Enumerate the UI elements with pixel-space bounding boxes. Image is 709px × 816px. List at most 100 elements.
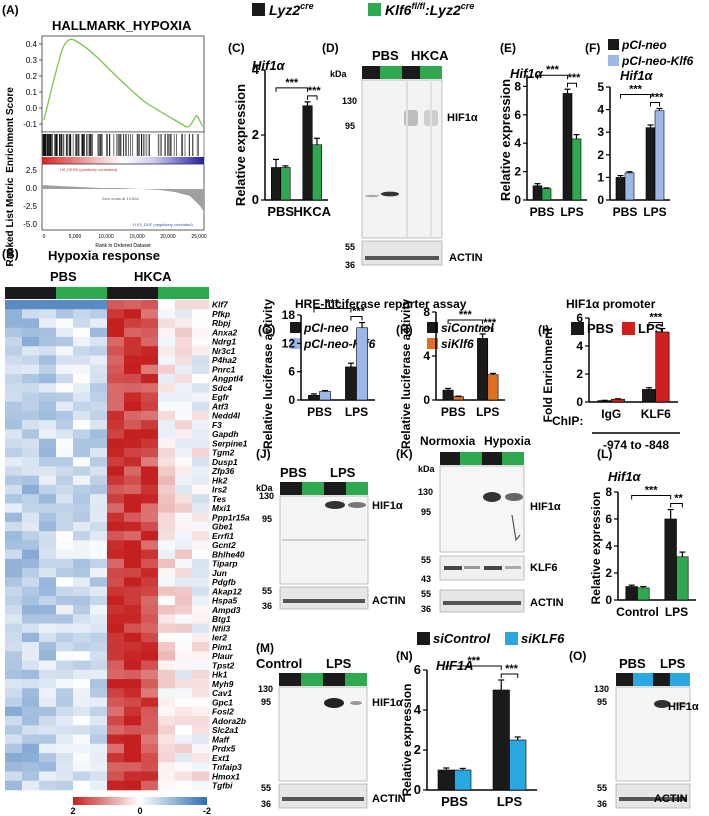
heatmap-cell	[192, 568, 210, 578]
panel-d-group1: PBS	[372, 48, 399, 63]
heatmap-cell	[124, 410, 142, 421]
panel-h-swatch2	[427, 338, 438, 349]
chart-F-sig-label: ***	[629, 83, 643, 95]
heatmap-cell	[22, 771, 40, 782]
heatmap-cell	[22, 336, 40, 347]
heatmap-gene-label: Jun	[212, 568, 227, 578]
heatmap-cell	[192, 494, 210, 504]
heatmap-cell	[39, 577, 57, 587]
panel-a-xtick-label: 20,000	[160, 234, 176, 240]
heatmap-cell	[141, 327, 159, 338]
panel-a-metric-tick-label: -5.0	[23, 220, 37, 229]
heatmap-cell	[124, 512, 142, 523]
heatmap-cell	[56, 697, 74, 708]
panel-k-m95: 95	[421, 507, 431, 517]
chart-G-sig-label: ***	[352, 306, 366, 318]
heatmap-cell	[158, 632, 176, 643]
heatmap-cell	[192, 410, 210, 421]
heatmap-cell	[124, 725, 142, 735]
heatmap-cell	[192, 392, 210, 402]
panel-b-bar-hkca-ko	[158, 287, 209, 299]
heatmap-cell	[192, 586, 210, 597]
heatmap-cell	[158, 762, 176, 772]
heatmap-cell	[39, 401, 57, 412]
heatmap-cell	[22, 484, 40, 495]
panel-m-lane1	[279, 673, 301, 686]
heatmap-cell	[39, 503, 57, 513]
heatmap-cell	[39, 753, 57, 763]
chart-I-sig-bracket	[648, 322, 663, 327]
heatmap-cell	[90, 327, 108, 338]
heatmap-cell	[90, 383, 108, 393]
heatmap-cell	[22, 586, 40, 597]
heatmap-cell	[5, 725, 23, 735]
heatmap-cell	[107, 494, 125, 504]
heatmap-cell	[158, 346, 176, 356]
heatmap-cell	[158, 401, 176, 412]
heatmap-cell	[124, 373, 142, 384]
heatmap-cell	[73, 623, 91, 634]
heatmap-cell	[56, 586, 74, 597]
panel-j-label-hif: HIF1α	[372, 500, 403, 512]
heatmap-cell	[158, 568, 176, 578]
heatmap-cell	[5, 475, 23, 486]
heatmap-cell	[39, 392, 57, 402]
heatmap-cell	[124, 346, 142, 356]
panel-k-tag: (K)	[396, 447, 413, 461]
heatmap-gene-label: Hmox1	[212, 771, 240, 781]
heatmap-cell	[192, 364, 210, 375]
heatmap-cell	[5, 512, 23, 523]
heatmap-cell	[5, 753, 23, 763]
heatmap-cell	[90, 300, 108, 310]
heatmap-cell	[124, 623, 142, 634]
panel-k-lane4	[502, 452, 524, 465]
chart-N-sig-label: ***	[467, 655, 481, 667]
chart-F-category-label: LPS	[643, 205, 666, 219]
heatmap-cell	[124, 438, 142, 449]
heatmap-cell	[73, 595, 91, 606]
heatmap-cell	[56, 438, 74, 449]
heatmap-cell	[141, 669, 159, 680]
heatmap-cell	[124, 494, 142, 504]
heatmap-cell	[175, 632, 193, 643]
heatmap-cell	[73, 734, 91, 745]
heatmap-cell	[158, 642, 176, 652]
heatmap-cell	[158, 577, 176, 587]
chart-H-sig-label: ***	[483, 317, 497, 329]
panel-b-bar-pbs-ko	[56, 287, 107, 299]
heatmap-cell	[124, 595, 142, 606]
heatmap-cell	[5, 373, 23, 384]
chart-H-ytick-label: 8	[423, 305, 430, 319]
chart-N-category-label: PBS	[441, 794, 468, 809]
heatmap-cell	[158, 512, 176, 523]
panel-k-lane2	[460, 452, 482, 465]
panel-a-ytick-label: -0.1	[23, 120, 37, 129]
heatmap-cell	[124, 688, 142, 698]
chart-N-sig-label: ***	[505, 663, 519, 675]
heatmap-cell	[22, 743, 40, 754]
heatmap-cell	[175, 318, 193, 329]
heatmap-cell	[141, 679, 159, 689]
heatmap-cell	[141, 605, 159, 615]
heatmap-cell	[39, 373, 57, 384]
panel-b-scale-max: -2	[203, 806, 211, 816]
heatmap-cell	[73, 475, 91, 486]
legend-swatch-klf6	[368, 3, 381, 16]
heatmap-cell	[90, 531, 108, 541]
heatmap-cell	[158, 327, 176, 338]
heatmap-cell	[56, 494, 74, 504]
heatmap-cell	[192, 549, 210, 560]
chart-L-ytick-label: 4	[605, 539, 612, 553]
heatmap-cell	[39, 383, 57, 393]
panel-a-ylabel-es: Enrichment Score	[5, 87, 16, 173]
panel-o-m130: 130	[594, 684, 609, 694]
heatmap-cell	[141, 309, 159, 319]
heatmap-cell	[175, 410, 193, 421]
heatmap-cell	[107, 309, 125, 319]
panel-e-tag: (E)	[500, 41, 516, 55]
heatmap-cell	[192, 558, 210, 569]
heatmap-cell	[22, 475, 40, 486]
chart-I-ytick-label: 6	[576, 311, 583, 325]
panel-n-legend1: siControl	[433, 631, 490, 646]
heatmap-cell	[73, 383, 91, 393]
